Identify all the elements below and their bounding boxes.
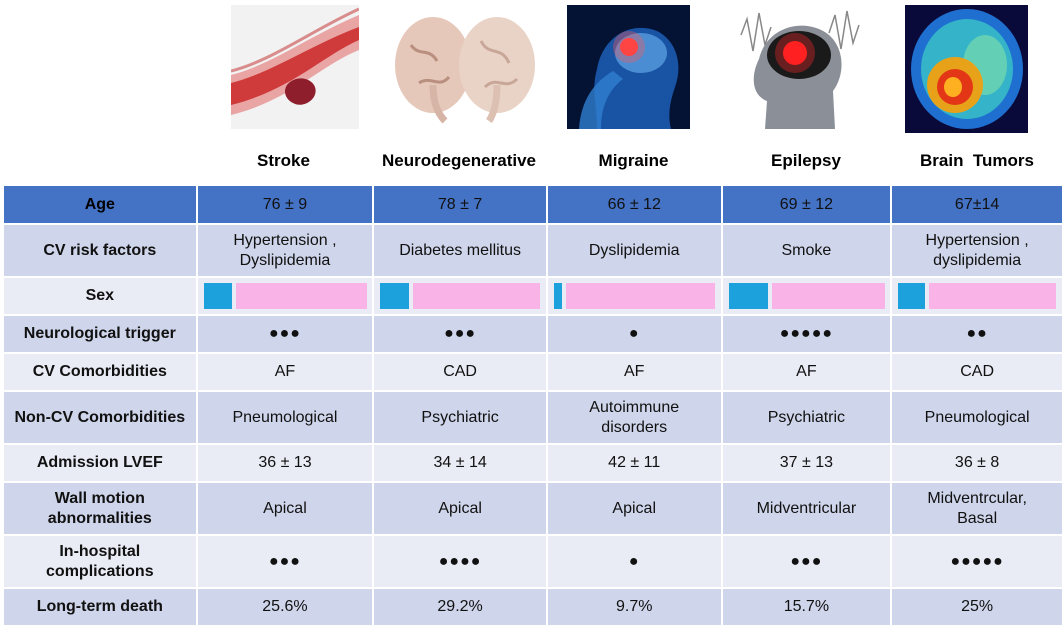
table-cell: Apical bbox=[197, 483, 373, 534]
table-cell: Diabetes mellitus bbox=[374, 225, 546, 276]
epilepsy-head-icon bbox=[737, 5, 862, 129]
brain-scan-icon bbox=[905, 5, 1028, 133]
sex-ratio-bar bbox=[374, 283, 546, 309]
male-bar bbox=[553, 283, 562, 309]
table-cell bbox=[892, 278, 1062, 314]
rating-dots: ●●● bbox=[722, 536, 891, 587]
row-label: Non-CV Comorbidities bbox=[4, 392, 196, 443]
table-cell: 36 ± 13 bbox=[197, 445, 373, 481]
brain-halves-icon bbox=[389, 5, 539, 129]
male-bar bbox=[380, 283, 410, 309]
table-cell: CAD bbox=[892, 354, 1062, 390]
sex-ratio-bar bbox=[548, 283, 721, 309]
column-headers: Stroke Neurodegenerative Migraine Epilep… bbox=[0, 140, 1064, 182]
table-cell: 69 ± 12 bbox=[722, 186, 891, 223]
table-row-non-cv-comorbidities: Non-CV Comorbidities Pneumological Psych… bbox=[4, 392, 1062, 443]
female-bar bbox=[235, 283, 367, 309]
column-header-epilepsy: Epilepsy bbox=[771, 151, 841, 170]
row-label: In-hospital complications bbox=[4, 536, 196, 587]
table-cell: Midventricular bbox=[722, 483, 891, 534]
table-cell: Pneumological bbox=[197, 392, 373, 443]
table-cell: Apical bbox=[547, 483, 721, 534]
table-cell bbox=[374, 278, 546, 314]
rating-dots: ●●●● bbox=[374, 536, 546, 587]
table-row-neurological-trigger: Neurological trigger ●●● ●●● ● ●●●●● ●● bbox=[4, 316, 1062, 352]
male-bar bbox=[898, 283, 926, 309]
female-bar bbox=[413, 283, 541, 309]
rating-dots: ●● bbox=[892, 316, 1062, 352]
table-cell: CAD bbox=[374, 354, 546, 390]
table-cell: 42 ± 11 bbox=[547, 445, 721, 481]
table-cell: 29.2% bbox=[374, 589, 546, 625]
table-cell: 9.7% bbox=[547, 589, 721, 625]
table-cell: 34 ± 14 bbox=[374, 445, 546, 481]
table-cell: Hypertension , Dyslipidemia bbox=[197, 225, 373, 276]
sex-ratio-bar bbox=[198, 283, 373, 309]
sex-ratio-bar bbox=[892, 283, 1062, 309]
row-label: Neurological trigger bbox=[4, 316, 196, 352]
table-cell bbox=[547, 278, 721, 314]
rating-dots: ●●● bbox=[374, 316, 546, 352]
row-label: Long-term death bbox=[4, 589, 196, 625]
table-row-cv-comorbidities: CV Comorbidities AF CAD AF AF CAD bbox=[4, 354, 1062, 390]
table-cell: Pneumological bbox=[892, 392, 1062, 443]
table-cell: 78 ± 7 bbox=[374, 186, 546, 223]
table-cell: Psychiatric bbox=[722, 392, 891, 443]
row-label: CV risk factors bbox=[4, 225, 196, 276]
table-cell: AF bbox=[547, 354, 721, 390]
table-cell: Apical bbox=[374, 483, 546, 534]
row-label: CV Comorbidities bbox=[4, 354, 196, 390]
comparison-table: Age 76 ± 9 78 ± 7 66 ± 12 69 ± 12 67±14 … bbox=[2, 184, 1064, 627]
table-row-cv-risk-factors: CV risk factors Hypertension , Dyslipide… bbox=[4, 225, 1062, 276]
column-header-neurodegenerative: Neurodegenerative bbox=[382, 151, 536, 170]
table-row-age: Age 76 ± 9 78 ± 7 66 ± 12 69 ± 12 67±14 bbox=[4, 186, 1062, 223]
rating-dots: ●●● bbox=[197, 316, 373, 352]
table-cell bbox=[722, 278, 891, 314]
table-cell: 36 ± 8 bbox=[892, 445, 1062, 481]
table-row-long-term-death: Long-term death 25.6% 29.2% 9.7% 15.7% 2… bbox=[4, 589, 1062, 625]
table-cell: AF bbox=[197, 354, 373, 390]
female-bar bbox=[771, 283, 885, 309]
table-cell: 66 ± 12 bbox=[547, 186, 721, 223]
illustration-row bbox=[0, 0, 1064, 140]
row-label: Wall motion abnormalities bbox=[4, 483, 196, 534]
table-cell: Autoimmune disorders bbox=[547, 392, 721, 443]
row-label: Admission LVEF bbox=[4, 445, 196, 481]
column-header-stroke: Stroke bbox=[257, 151, 310, 170]
male-bar bbox=[203, 283, 232, 309]
migraine-head-icon bbox=[567, 5, 690, 129]
rating-dots: ●●● bbox=[197, 536, 373, 587]
table-cell: 67±14 bbox=[892, 186, 1062, 223]
row-label: Sex bbox=[4, 278, 196, 314]
artery-clot-icon bbox=[231, 5, 359, 129]
rating-dots: ● bbox=[547, 536, 721, 587]
rating-dots: ● bbox=[547, 316, 721, 352]
table-cell: 25% bbox=[892, 589, 1062, 625]
column-header-migraine: Migraine bbox=[598, 151, 669, 170]
table-cell bbox=[197, 278, 373, 314]
table-row-wall-motion: Wall motion abnormalities Apical Apical … bbox=[4, 483, 1062, 534]
table-cell: 15.7% bbox=[722, 589, 891, 625]
table-cell: 25.6% bbox=[197, 589, 373, 625]
table-cell: Midventrcular, Basal bbox=[892, 483, 1062, 534]
table-cell: Psychiatric bbox=[374, 392, 546, 443]
table-cell: AF bbox=[722, 354, 891, 390]
column-header-brain-tumors: Brain Tumors bbox=[920, 151, 1034, 170]
table-cell: Hypertension , dyslipidemia bbox=[892, 225, 1062, 276]
rating-dots: ●●●●● bbox=[722, 316, 891, 352]
table-row-admission-lvef: Admission LVEF 36 ± 13 34 ± 14 42 ± 11 3… bbox=[4, 445, 1062, 481]
table-cell: Dyslipidemia bbox=[547, 225, 721, 276]
sex-ratio-bar bbox=[723, 283, 891, 309]
table-cell: Smoke bbox=[722, 225, 891, 276]
rating-dots: ●●●●● bbox=[892, 536, 1062, 587]
table-cell: 37 ± 13 bbox=[722, 445, 891, 481]
female-bar bbox=[565, 283, 715, 309]
male-bar bbox=[728, 283, 768, 309]
table-cell: 76 ± 9 bbox=[197, 186, 373, 223]
row-label: Age bbox=[4, 186, 196, 223]
table-row-sex: Sex bbox=[4, 278, 1062, 314]
table-row-in-hospital-complications: In-hospital complications ●●● ●●●● ● ●●●… bbox=[4, 536, 1062, 587]
female-bar bbox=[929, 283, 1057, 309]
